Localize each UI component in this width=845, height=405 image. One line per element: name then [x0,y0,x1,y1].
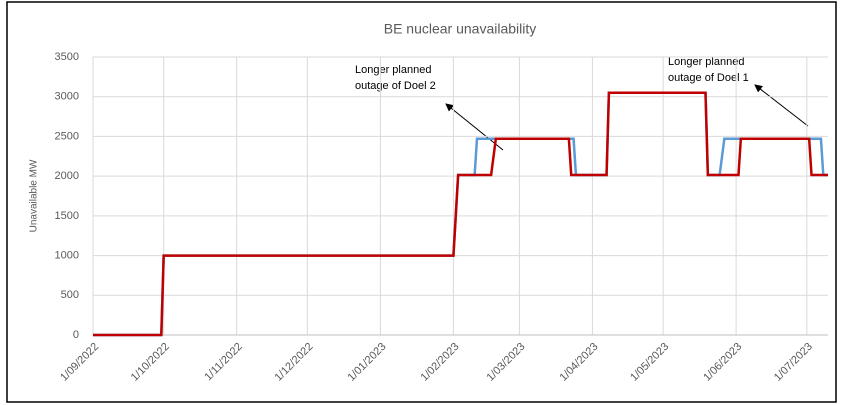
annotation-arrow [754,84,809,127]
chart-title: BE nuclear unavailability [384,21,537,37]
y-tick-label: 500 [61,289,79,301]
y-tick-label: 3500 [55,51,79,63]
y-axis-label: Unavailable MW [29,159,40,232]
y-tick-label: 3000 [55,91,79,103]
annotation-text: outage of Doel 1 [668,72,749,84]
annotation-text: outage of Doel 2 [355,80,436,92]
y-tick-label: 2000 [55,170,79,182]
y-tick-label: 1000 [55,249,79,261]
annotation: Longer planned outage of Doel 1 [668,56,749,84]
annotation-arrow [445,103,504,151]
annotation: Longer planned outage of Doel 2 [355,64,436,92]
y-tick-label: 1500 [55,210,79,222]
annotation-text: Longer planned [355,64,431,76]
data-line [93,91,828,337]
y-tick-label: 2500 [55,130,79,142]
annotation-text: Longer planned [668,56,744,68]
y-tick-label: 0 [73,329,79,341]
